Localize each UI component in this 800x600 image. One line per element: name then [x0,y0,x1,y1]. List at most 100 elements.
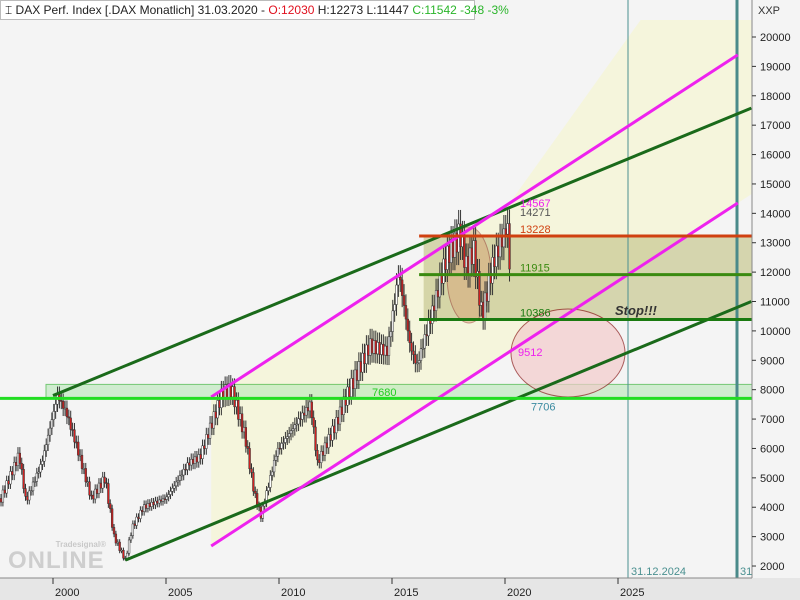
candle [67,416,70,419]
candle [144,504,148,509]
level-label-10386: 10386 [520,308,551,320]
candle [497,245,500,258]
candle [82,468,86,470]
candle [278,447,281,450]
price-label-14271: 14271 [520,207,551,219]
candle [346,386,349,406]
candle [380,343,383,355]
y-tick-label: 12000 [760,267,791,279]
candle [304,407,308,416]
candle [62,401,65,409]
candle [504,228,507,235]
candle [378,342,381,355]
candle [156,500,159,504]
level-label-13228: 13228 [520,224,551,236]
candle [31,481,35,492]
candle [404,305,408,320]
candle [116,541,119,544]
candle [374,340,377,355]
candle [500,237,504,248]
candle [306,407,310,412]
candle [433,305,436,311]
candle [122,549,125,559]
candle [434,290,438,311]
marker-label-2024: 31.12.2024 [631,566,686,578]
candle [355,369,359,381]
candle [288,433,291,437]
x-tick-label: 2010 [281,587,305,599]
candle [133,523,136,526]
candle [60,400,63,402]
candle [271,471,274,476]
candle [197,454,200,463]
candle [425,334,428,337]
candle [188,462,191,466]
candle [184,468,187,471]
candle [48,427,52,436]
y-tick-label: 9000 [760,355,784,367]
candle [127,539,131,554]
price-label-9512: 9512 [518,347,542,359]
candle [436,290,440,298]
candle [369,338,372,356]
candle [152,502,155,506]
candle [154,500,157,506]
candle [78,454,82,457]
candle [466,256,470,276]
candle [482,301,485,320]
candle [165,496,168,500]
candle [146,503,150,509]
candle [208,422,212,439]
candle [143,504,146,512]
candle [90,494,93,497]
candle [297,418,300,425]
trend-line-3 [210,201,739,548]
candle [109,503,112,510]
candle [399,277,402,281]
candle [41,460,44,465]
candle [114,533,118,544]
candle [361,352,364,373]
candle [508,223,511,270]
candle [150,502,153,507]
candle [254,490,257,494]
candle [20,463,23,470]
candle [468,247,472,276]
low-value: L:11447 [366,3,409,17]
y-tick-label: 2000 [760,561,784,573]
candle [303,412,306,416]
candle [293,424,296,430]
candle [295,423,298,426]
candle [240,413,244,433]
candle [120,549,123,552]
candle [110,508,114,528]
candle [350,378,353,398]
candle [16,452,20,466]
candle [272,460,276,473]
instrument-name: DAX Perf. Index [.DAX Monatlich] [15,3,195,17]
candle [139,510,142,519]
support-zone [45,383,753,399]
candle [320,451,323,463]
candle [382,343,385,356]
candle [54,403,57,412]
candle [95,488,99,494]
candle [195,456,199,463]
candle [186,462,189,470]
candle [244,427,248,447]
candle [24,488,27,497]
high-value: H:12273 [317,3,364,17]
candle [502,228,506,248]
level-label-7706: 7706 [531,401,555,413]
candle [86,481,89,483]
candle [327,434,330,449]
candle [135,516,138,526]
candle [176,480,180,483]
candle [178,475,182,481]
candle [148,503,151,507]
candle [363,352,366,365]
candle [45,444,48,452]
candle [141,510,144,512]
candle [63,407,67,410]
